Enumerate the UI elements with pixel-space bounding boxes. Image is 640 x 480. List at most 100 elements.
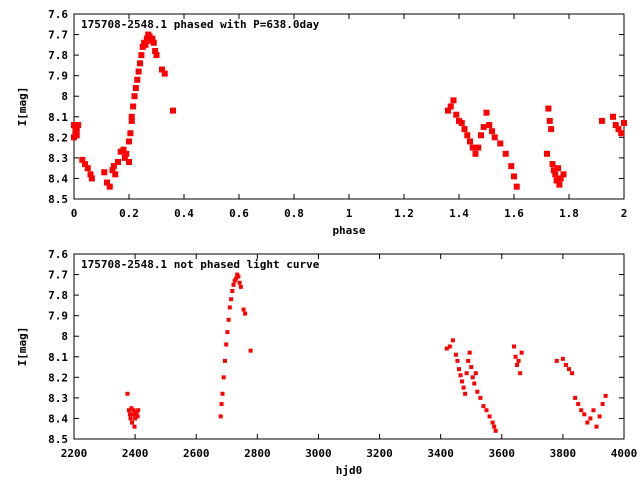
data-point: [236, 274, 241, 279]
data-point: [552, 171, 559, 178]
data-point: [128, 416, 133, 421]
data-points: [71, 31, 627, 190]
data-point: [130, 103, 137, 110]
y-tick-label: 8.5: [48, 193, 68, 206]
data-point: [511, 173, 517, 180]
data-point: [567, 367, 571, 372]
data-point: [75, 122, 82, 128]
data-point: [131, 93, 138, 100]
data-point: [132, 424, 137, 429]
data-point: [106, 183, 113, 190]
data-point: [224, 342, 229, 347]
x-axis-label: hjd0: [336, 464, 363, 477]
data-point: [133, 416, 138, 421]
data-point: [109, 167, 116, 174]
data-point: [101, 169, 108, 176]
y-tick-label: 8.4: [48, 412, 68, 425]
x-tick-label: 4000: [611, 447, 638, 460]
data-point: [515, 363, 520, 367]
data-point: [237, 280, 242, 285]
y-tick-label: 7.6: [48, 248, 68, 261]
data-point: [466, 358, 471, 363]
x-tick-label: 0.2: [119, 207, 139, 220]
y-axis-label: I[mag]: [16, 327, 29, 367]
data-point: [480, 124, 487, 131]
data-point: [450, 338, 455, 343]
data-point: [573, 395, 578, 400]
data-point: [585, 420, 590, 425]
data-point: [134, 410, 139, 415]
data-point: [126, 138, 132, 145]
data-point: [225, 330, 230, 335]
x-tick-label: 2200: [61, 447, 88, 460]
data-point: [615, 126, 622, 133]
data-point: [458, 373, 463, 378]
data-point: [464, 371, 469, 376]
data-point: [461, 385, 466, 390]
data-point: [219, 402, 224, 407]
data-point: [618, 130, 625, 137]
data-point: [560, 171, 567, 178]
y-tick-label: 7.7: [48, 29, 68, 42]
y-tick-label: 8.3: [48, 392, 68, 405]
x-tick-label: 0: [71, 207, 78, 220]
data-point: [463, 391, 468, 396]
data-point: [126, 159, 132, 165]
data-point: [502, 150, 509, 157]
data-point: [563, 363, 568, 367]
y-tick-label: 7.9: [48, 70, 68, 83]
data-point: [445, 107, 451, 114]
data-point: [87, 171, 94, 178]
data-point: [472, 150, 479, 157]
data-point: [467, 350, 472, 355]
y-tick-label: 7.7: [48, 269, 68, 282]
data-point: [127, 408, 131, 413]
data-point: [487, 414, 492, 419]
data-point: [133, 412, 138, 417]
data-point: [84, 165, 91, 172]
data-point: [557, 175, 564, 182]
data-point: [136, 408, 141, 413]
data-point: [127, 412, 132, 417]
data-point: [135, 68, 142, 75]
data-point: [230, 289, 235, 293]
data-point: [591, 408, 596, 413]
data-point: [469, 365, 474, 370]
x-axis-label: phase: [332, 224, 365, 237]
data-point: [447, 344, 452, 349]
axis-ticks: 0 0.2 0.4 0.6 0.8 1 1.2 1.4 1.6 1.8 2 7.6 7.7 7.8 7.9 8…: [48, 8, 627, 220]
data-point: [231, 282, 236, 287]
data-point: [497, 140, 504, 147]
data-point: [513, 183, 520, 190]
data-point: [110, 163, 117, 170]
data-point: [238, 284, 243, 289]
data-point: [549, 161, 556, 168]
data-point: [130, 420, 135, 425]
data-point: [508, 163, 515, 170]
data-point: [120, 146, 127, 153]
data-point: [129, 406, 134, 411]
data-point: [444, 346, 449, 351]
x-tick-label: 3800: [550, 447, 577, 460]
x-tick-label: 3200: [366, 447, 393, 460]
x-tick-label: 2600: [183, 447, 210, 460]
data-point: [149, 35, 156, 42]
data-point: [556, 181, 563, 188]
x-tick-label: 3600: [489, 447, 516, 460]
data-point: [104, 179, 110, 186]
data-point: [220, 391, 225, 396]
data-point: [467, 138, 473, 145]
x-tick-label: 1.4: [449, 207, 469, 220]
data-point: [554, 358, 559, 363]
data-point: [588, 416, 593, 421]
axis-ticks: 2200 2400 2600 2800 3000 3200 3400 3600 3800 4000…: [48, 248, 637, 460]
data-point: [457, 367, 461, 372]
data-point: [582, 412, 587, 417]
data-point: [576, 402, 581, 407]
data-point: [610, 113, 616, 120]
x-tick-label: 1.2: [394, 207, 414, 220]
data-point: [161, 70, 168, 77]
data-point: [492, 424, 497, 429]
data-point: [478, 395, 483, 400]
y-tick-label: 8.1: [48, 351, 68, 364]
